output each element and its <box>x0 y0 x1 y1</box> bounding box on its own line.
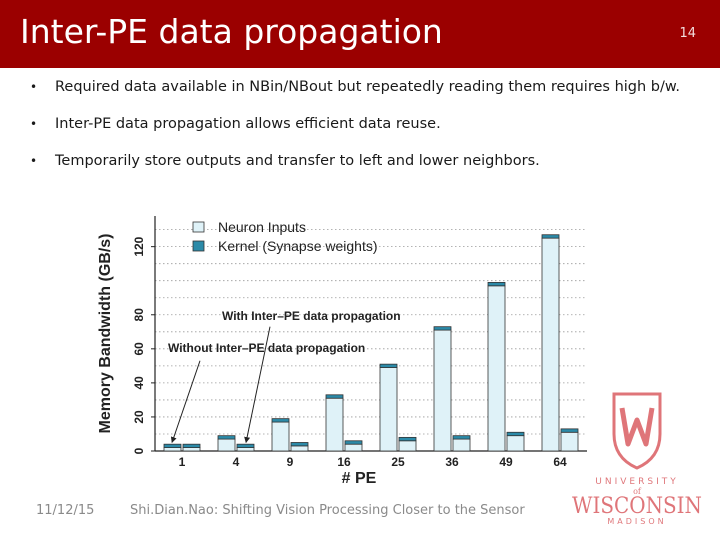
bar-kernel-body <box>452 438 471 452</box>
legend-label: Kernel (Synapse weights) <box>218 238 378 254</box>
bullet-item: Inter-PE data propagation allows efficie… <box>30 115 690 133</box>
legend-swatch-kernel <box>192 240 205 252</box>
annotation-without-arrow <box>170 360 201 444</box>
bar-cap <box>433 326 452 331</box>
bar-cap <box>271 418 290 423</box>
bar-kernel-weights <box>560 428 579 433</box>
bar-kernel-body <box>398 440 417 452</box>
bar-kernel-body <box>344 443 363 452</box>
x-tick-label: 16 <box>337 455 351 469</box>
footer-text: Shi.Dian.Nao: Shifting Vision Processing… <box>130 503 525 518</box>
slide-number: 14 <box>679 26 696 41</box>
bar-kernel-weights <box>344 440 363 445</box>
crest-shield-icon <box>612 392 662 470</box>
annotation-with-arrow <box>244 326 271 444</box>
x-tick-label: 25 <box>391 455 405 469</box>
bar-cap <box>163 443 182 448</box>
slide-title: Inter-PE data propagation <box>20 12 443 51</box>
bar-neuron-inputs <box>163 447 182 452</box>
bar-cap <box>325 394 344 399</box>
bar-kernel-body <box>290 445 309 452</box>
y-tick-label: 60 <box>132 342 146 356</box>
x-tick-label: 9 <box>287 455 294 469</box>
y-axis-label: Memory Bandwidth (GB/s) <box>97 233 114 433</box>
bar-cap <box>379 363 398 368</box>
bar-kernel-weights <box>290 442 309 447</box>
title-bar: Inter-PE data propagation 14 <box>0 0 720 68</box>
bar-kernel-body <box>236 447 255 452</box>
x-tick-label: 4 <box>233 455 240 469</box>
annotation-with-label: With Inter–PE data propagation <box>222 309 401 323</box>
x-tick-label: 1 <box>179 455 186 469</box>
logo-university-text: UNIVERSITY <box>595 477 678 487</box>
y-tick-label: 80 <box>132 308 146 322</box>
crest-w-icon <box>619 407 655 447</box>
bar-cap <box>217 435 236 440</box>
y-tick-label: 20 <box>132 410 146 424</box>
bullet-list: Required data available in NBin/NBout bu… <box>30 78 690 189</box>
bar-neuron-inputs <box>379 367 398 452</box>
x-tick-label: 49 <box>499 455 513 469</box>
y-tick-label: 40 <box>132 376 146 390</box>
legend-label: Neuron Inputs <box>218 219 306 235</box>
bullet-item: Required data available in NBin/NBout bu… <box>30 78 690 96</box>
bar-cap <box>541 234 560 239</box>
university-logo: UNIVERSITY of WISCONSIN MADISON <box>572 392 702 526</box>
x-tick-label: 64 <box>553 455 567 469</box>
y-tick-label: 0 <box>132 447 146 454</box>
logo-sub-text: MADISON <box>607 517 666 526</box>
footer-date: 11/12/15 <box>36 503 95 518</box>
logo-name-text: WISCONSIN <box>572 494 702 519</box>
bar-neuron-inputs <box>541 237 560 452</box>
annotation-without-label: Without Inter–PE data propagation <box>168 341 365 355</box>
bar-neuron-inputs <box>325 397 344 452</box>
bar-neuron-inputs <box>433 329 452 452</box>
bar-neuron-inputs <box>217 438 236 452</box>
bar-neuron-inputs <box>487 285 506 452</box>
bar-neuron-inputs <box>271 421 290 452</box>
x-tick-label: 36 <box>445 455 459 469</box>
bar-kernel-body <box>182 447 201 452</box>
y-tick-label: 120 <box>132 236 146 256</box>
bar-kernel-weights <box>452 435 471 440</box>
bar-kernel-weights <box>182 443 201 448</box>
bar-kernel-weights <box>398 436 417 442</box>
bar-kernel-weights <box>506 431 525 437</box>
legend-swatch-neuron-inputs <box>192 221 205 233</box>
logo-of-text: of <box>633 487 642 496</box>
bar-kernel-body <box>506 435 525 452</box>
bullet-item: Temporarily store outputs and transfer t… <box>30 152 690 170</box>
bar-kernel-weights <box>236 443 255 448</box>
bar-cap <box>487 282 506 287</box>
x-axis-label: # PE <box>342 470 377 487</box>
